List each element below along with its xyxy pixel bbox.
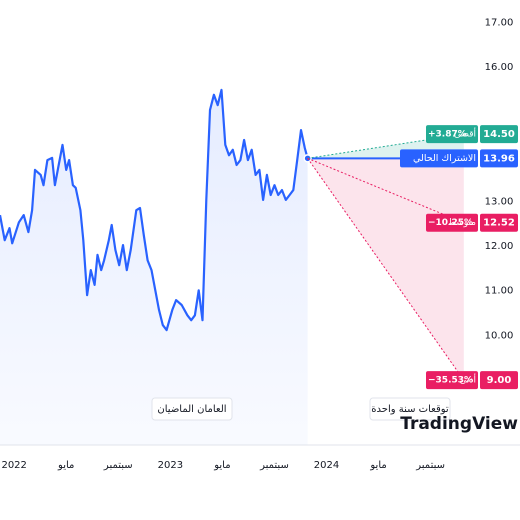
forecast-low-area bbox=[307, 158, 464, 381]
history-area bbox=[0, 89, 308, 446]
x-tick-label: سبتمبر bbox=[415, 460, 445, 471]
x-tick-label: سبتمبر bbox=[259, 460, 289, 471]
x-tick-label: مايو bbox=[57, 460, 74, 471]
y-tick-label: 11.00 bbox=[485, 286, 514, 297]
forecast-value-box bbox=[480, 213, 518, 232]
forecast-name-box bbox=[426, 125, 478, 144]
x-tick-label: 2022 bbox=[1, 460, 26, 471]
x-tick-label: سبتمبر bbox=[103, 460, 133, 471]
forecast-label-box bbox=[369, 397, 451, 421]
current-name-box bbox=[400, 149, 478, 168]
current-name: الاشتراك الحالي bbox=[413, 153, 476, 164]
history-label-box bbox=[151, 397, 233, 421]
x-tick-label: مايو bbox=[213, 460, 230, 471]
x-tick-label: 2023 bbox=[158, 460, 183, 471]
forecast-name: متوسط bbox=[448, 218, 476, 228]
y-tick-label: 10.00 bbox=[485, 330, 514, 341]
history-label: العامان الماضيان bbox=[157, 404, 226, 415]
history-line bbox=[0, 88, 309, 332]
current-value-box bbox=[480, 149, 518, 168]
logo: TradingView bbox=[400, 414, 518, 434]
forecast-change: +3.87% bbox=[428, 130, 467, 140]
x-tick-label: مايو bbox=[369, 460, 386, 471]
forecast-value-box bbox=[480, 371, 518, 390]
y-tick-label: 12.00 bbox=[485, 241, 514, 252]
forecast-name-box bbox=[426, 213, 478, 232]
forecast-value: 12.52 bbox=[483, 218, 515, 229]
forecast-value: 9.00 bbox=[487, 375, 512, 386]
y-tick-label: 17.00 bbox=[485, 17, 514, 28]
forecast-name-box bbox=[426, 371, 478, 390]
forecast-name: أدنى bbox=[459, 374, 476, 386]
forecast-change: −35.53% bbox=[428, 376, 473, 386]
plot-area bbox=[0, 88, 478, 446]
forecast-line bbox=[307, 158, 465, 381]
x-tick-label: 2024 bbox=[314, 460, 339, 471]
forecast-change: −10.25% bbox=[428, 218, 473, 228]
y-tick-label: 16.00 bbox=[485, 62, 514, 73]
forecast-value-box bbox=[480, 125, 518, 144]
forecast-line bbox=[307, 157, 465, 224]
forecast-label: توقعات سنة واحدة bbox=[371, 404, 449, 415]
forecast-value: 14.50 bbox=[483, 129, 515, 140]
forecast-name: أقصى bbox=[454, 128, 476, 140]
current-value: 13.96 bbox=[483, 153, 515, 164]
y-tick-label: 13.00 bbox=[485, 196, 514, 207]
